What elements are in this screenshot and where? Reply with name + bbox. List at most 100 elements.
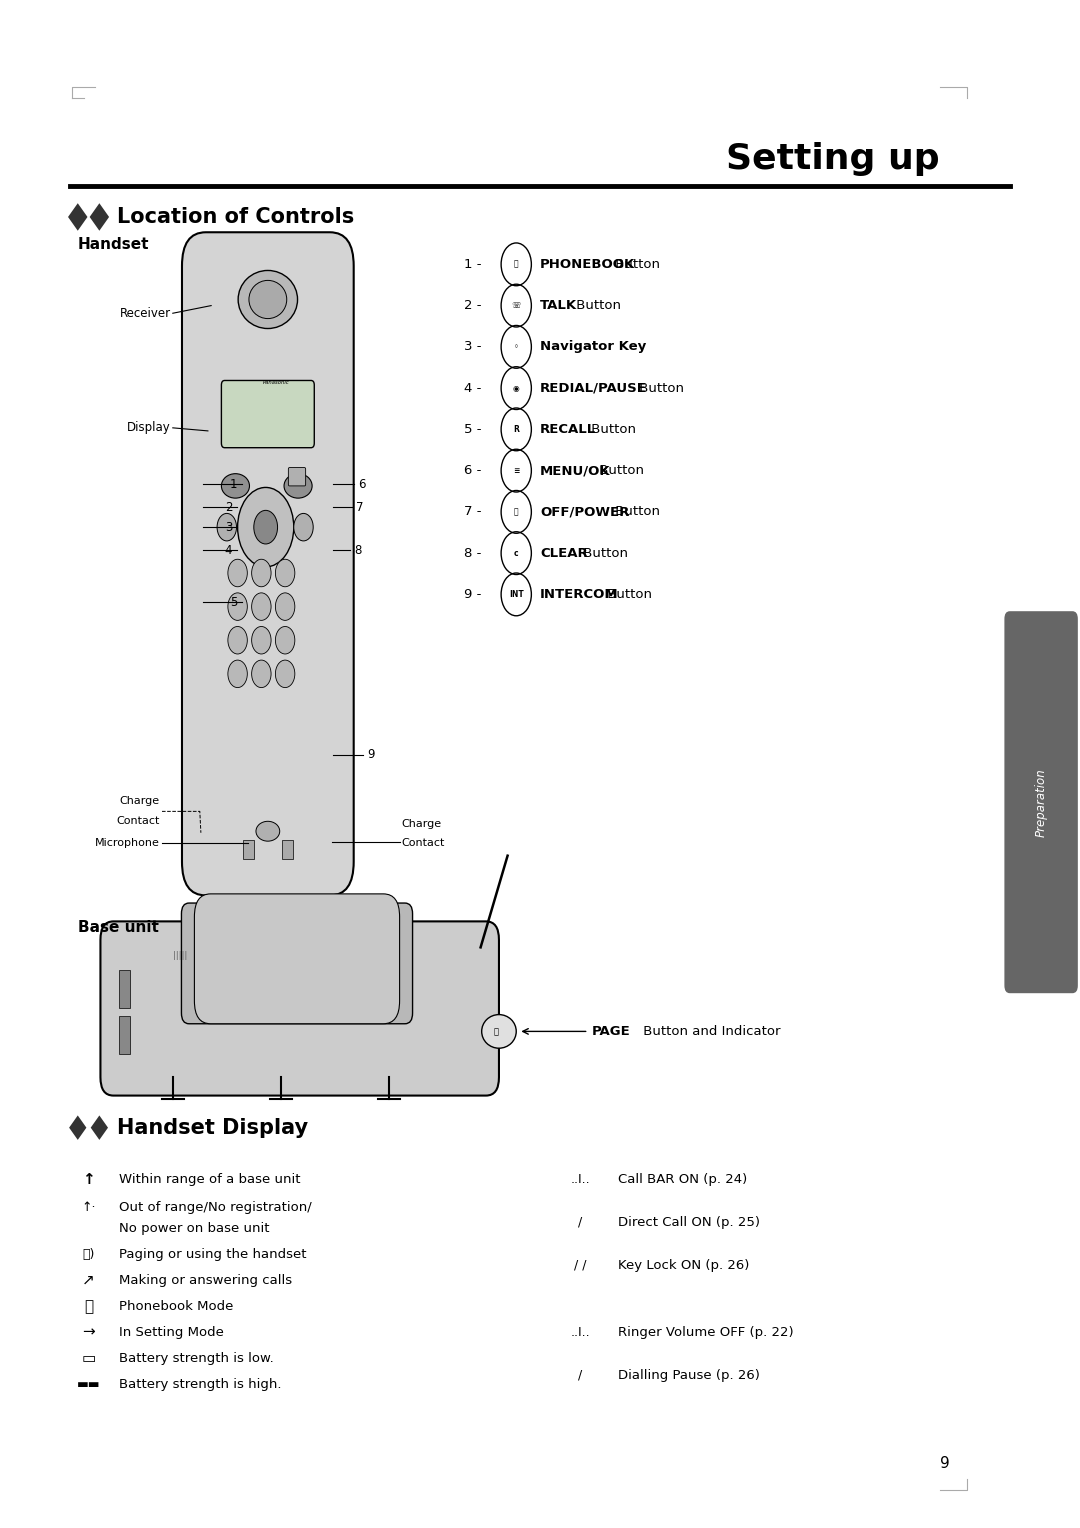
- Circle shape: [228, 626, 247, 654]
- Text: 1 -: 1 -: [464, 258, 486, 270]
- Text: 9: 9: [940, 1456, 950, 1471]
- Text: Button: Button: [635, 382, 684, 394]
- Text: Ringer Volume OFF (p. 22): Ringer Volume OFF (p. 22): [618, 1326, 794, 1339]
- Text: CLEAR: CLEAR: [540, 547, 588, 559]
- Ellipse shape: [238, 270, 297, 329]
- Text: ⦿): ⦿): [82, 1248, 95, 1261]
- Text: 7: 7: [356, 501, 364, 513]
- Text: 4 -: 4 -: [464, 382, 486, 394]
- Text: 9: 9: [367, 749, 375, 761]
- Text: In Setting Mode: In Setting Mode: [119, 1326, 224, 1339]
- Text: Display: Display: [126, 422, 171, 434]
- Circle shape: [254, 510, 278, 544]
- Text: Charge: Charge: [120, 796, 160, 805]
- FancyBboxPatch shape: [194, 894, 400, 1024]
- Text: ▬▬: ▬▬: [77, 1378, 100, 1390]
- Text: No power on base unit: No power on base unit: [119, 1222, 269, 1235]
- Text: Handset Display: Handset Display: [117, 1117, 308, 1138]
- Text: /: /: [578, 1216, 582, 1229]
- Text: Location of Controls: Location of Controls: [117, 206, 354, 228]
- Text: INT: INT: [509, 590, 524, 599]
- Text: Panasonic: Panasonic: [264, 379, 289, 385]
- Text: Direct Call ON (p. 25): Direct Call ON (p. 25): [618, 1216, 759, 1229]
- Text: Button: Button: [603, 588, 652, 601]
- Text: ▭: ▭: [81, 1351, 96, 1366]
- Circle shape: [252, 626, 271, 654]
- Circle shape: [275, 559, 295, 587]
- Text: →: →: [82, 1325, 95, 1340]
- Text: Button: Button: [611, 258, 660, 270]
- FancyBboxPatch shape: [288, 468, 306, 486]
- FancyBboxPatch shape: [100, 921, 499, 1096]
- Text: TALK: TALK: [540, 299, 577, 312]
- Circle shape: [252, 593, 271, 620]
- Circle shape: [228, 660, 247, 688]
- Text: 7 -: 7 -: [464, 506, 486, 518]
- Polygon shape: [69, 1115, 86, 1140]
- Ellipse shape: [248, 281, 286, 319]
- Text: Receiver: Receiver: [120, 307, 171, 319]
- Text: ≡: ≡: [513, 466, 519, 475]
- Text: ⭕: ⭕: [514, 507, 518, 516]
- Text: ⦿: ⦿: [494, 1027, 498, 1036]
- Text: ..I..: ..I..: [570, 1174, 590, 1186]
- Text: 5: 5: [230, 596, 238, 608]
- Text: Battery strength is low.: Battery strength is low.: [119, 1352, 273, 1365]
- Text: 1: 1: [230, 478, 238, 490]
- Circle shape: [217, 513, 237, 541]
- Text: 2: 2: [225, 501, 232, 513]
- Text: Navigator Key: Navigator Key: [540, 341, 646, 353]
- Circle shape: [228, 593, 247, 620]
- Text: ..I..: ..I..: [570, 1326, 590, 1339]
- Text: OFF/POWER: OFF/POWER: [540, 506, 630, 518]
- Text: Phonebook Mode: Phonebook Mode: [119, 1300, 233, 1313]
- Text: 8: 8: [354, 544, 362, 556]
- FancyBboxPatch shape: [1004, 611, 1078, 993]
- FancyBboxPatch shape: [221, 380, 314, 448]
- Bar: [243, 840, 254, 859]
- Text: Setting up: Setting up: [726, 142, 940, 176]
- Text: 9 -: 9 -: [464, 588, 486, 601]
- Circle shape: [252, 660, 271, 688]
- Circle shape: [275, 660, 295, 688]
- Text: Button: Button: [571, 299, 621, 312]
- Text: ◦: ◦: [514, 342, 518, 351]
- Text: Making or answering calls: Making or answering calls: [119, 1274, 292, 1287]
- Ellipse shape: [482, 1015, 516, 1048]
- Text: Base unit: Base unit: [78, 920, 159, 935]
- Text: PAGE: PAGE: [592, 1025, 631, 1038]
- Text: Paging or using the handset: Paging or using the handset: [119, 1248, 307, 1261]
- Text: Battery strength is high.: Battery strength is high.: [119, 1378, 281, 1390]
- Bar: [282, 840, 293, 859]
- Text: Button: Button: [588, 423, 636, 435]
- Text: 8 -: 8 -: [464, 547, 486, 559]
- Ellipse shape: [284, 474, 312, 498]
- Text: REDIAL/PAUSE: REDIAL/PAUSE: [540, 382, 647, 394]
- Text: Button: Button: [611, 506, 660, 518]
- Text: Preparation: Preparation: [1035, 769, 1048, 836]
- Text: Button and Indicator: Button and Indicator: [639, 1025, 781, 1038]
- Polygon shape: [68, 203, 87, 231]
- Text: ☏: ☏: [512, 301, 521, 310]
- Text: 4: 4: [225, 544, 232, 556]
- Text: Dialling Pause (p. 26): Dialling Pause (p. 26): [618, 1369, 759, 1381]
- Bar: [119, 1016, 130, 1054]
- Circle shape: [275, 626, 295, 654]
- Text: ◉: ◉: [513, 384, 519, 393]
- Text: ↑: ↑: [82, 1172, 95, 1187]
- Text: PHONEBOOK: PHONEBOOK: [540, 258, 635, 270]
- Text: |||||: |||||: [173, 950, 187, 960]
- Bar: [119, 970, 130, 1008]
- Text: 2 -: 2 -: [464, 299, 486, 312]
- Text: Out of range/No registration/: Out of range/No registration/: [119, 1201, 311, 1213]
- Text: INTERCOM: INTERCOM: [540, 588, 619, 601]
- Polygon shape: [91, 1115, 108, 1140]
- Text: Button: Button: [595, 465, 644, 477]
- Text: c: c: [514, 549, 518, 558]
- Text: MENU/OK: MENU/OK: [540, 465, 610, 477]
- Text: Charge: Charge: [402, 819, 442, 828]
- Text: 3 -: 3 -: [464, 341, 486, 353]
- Text: 5 -: 5 -: [464, 423, 486, 435]
- Polygon shape: [90, 203, 109, 231]
- Text: ⎕: ⎕: [514, 260, 518, 269]
